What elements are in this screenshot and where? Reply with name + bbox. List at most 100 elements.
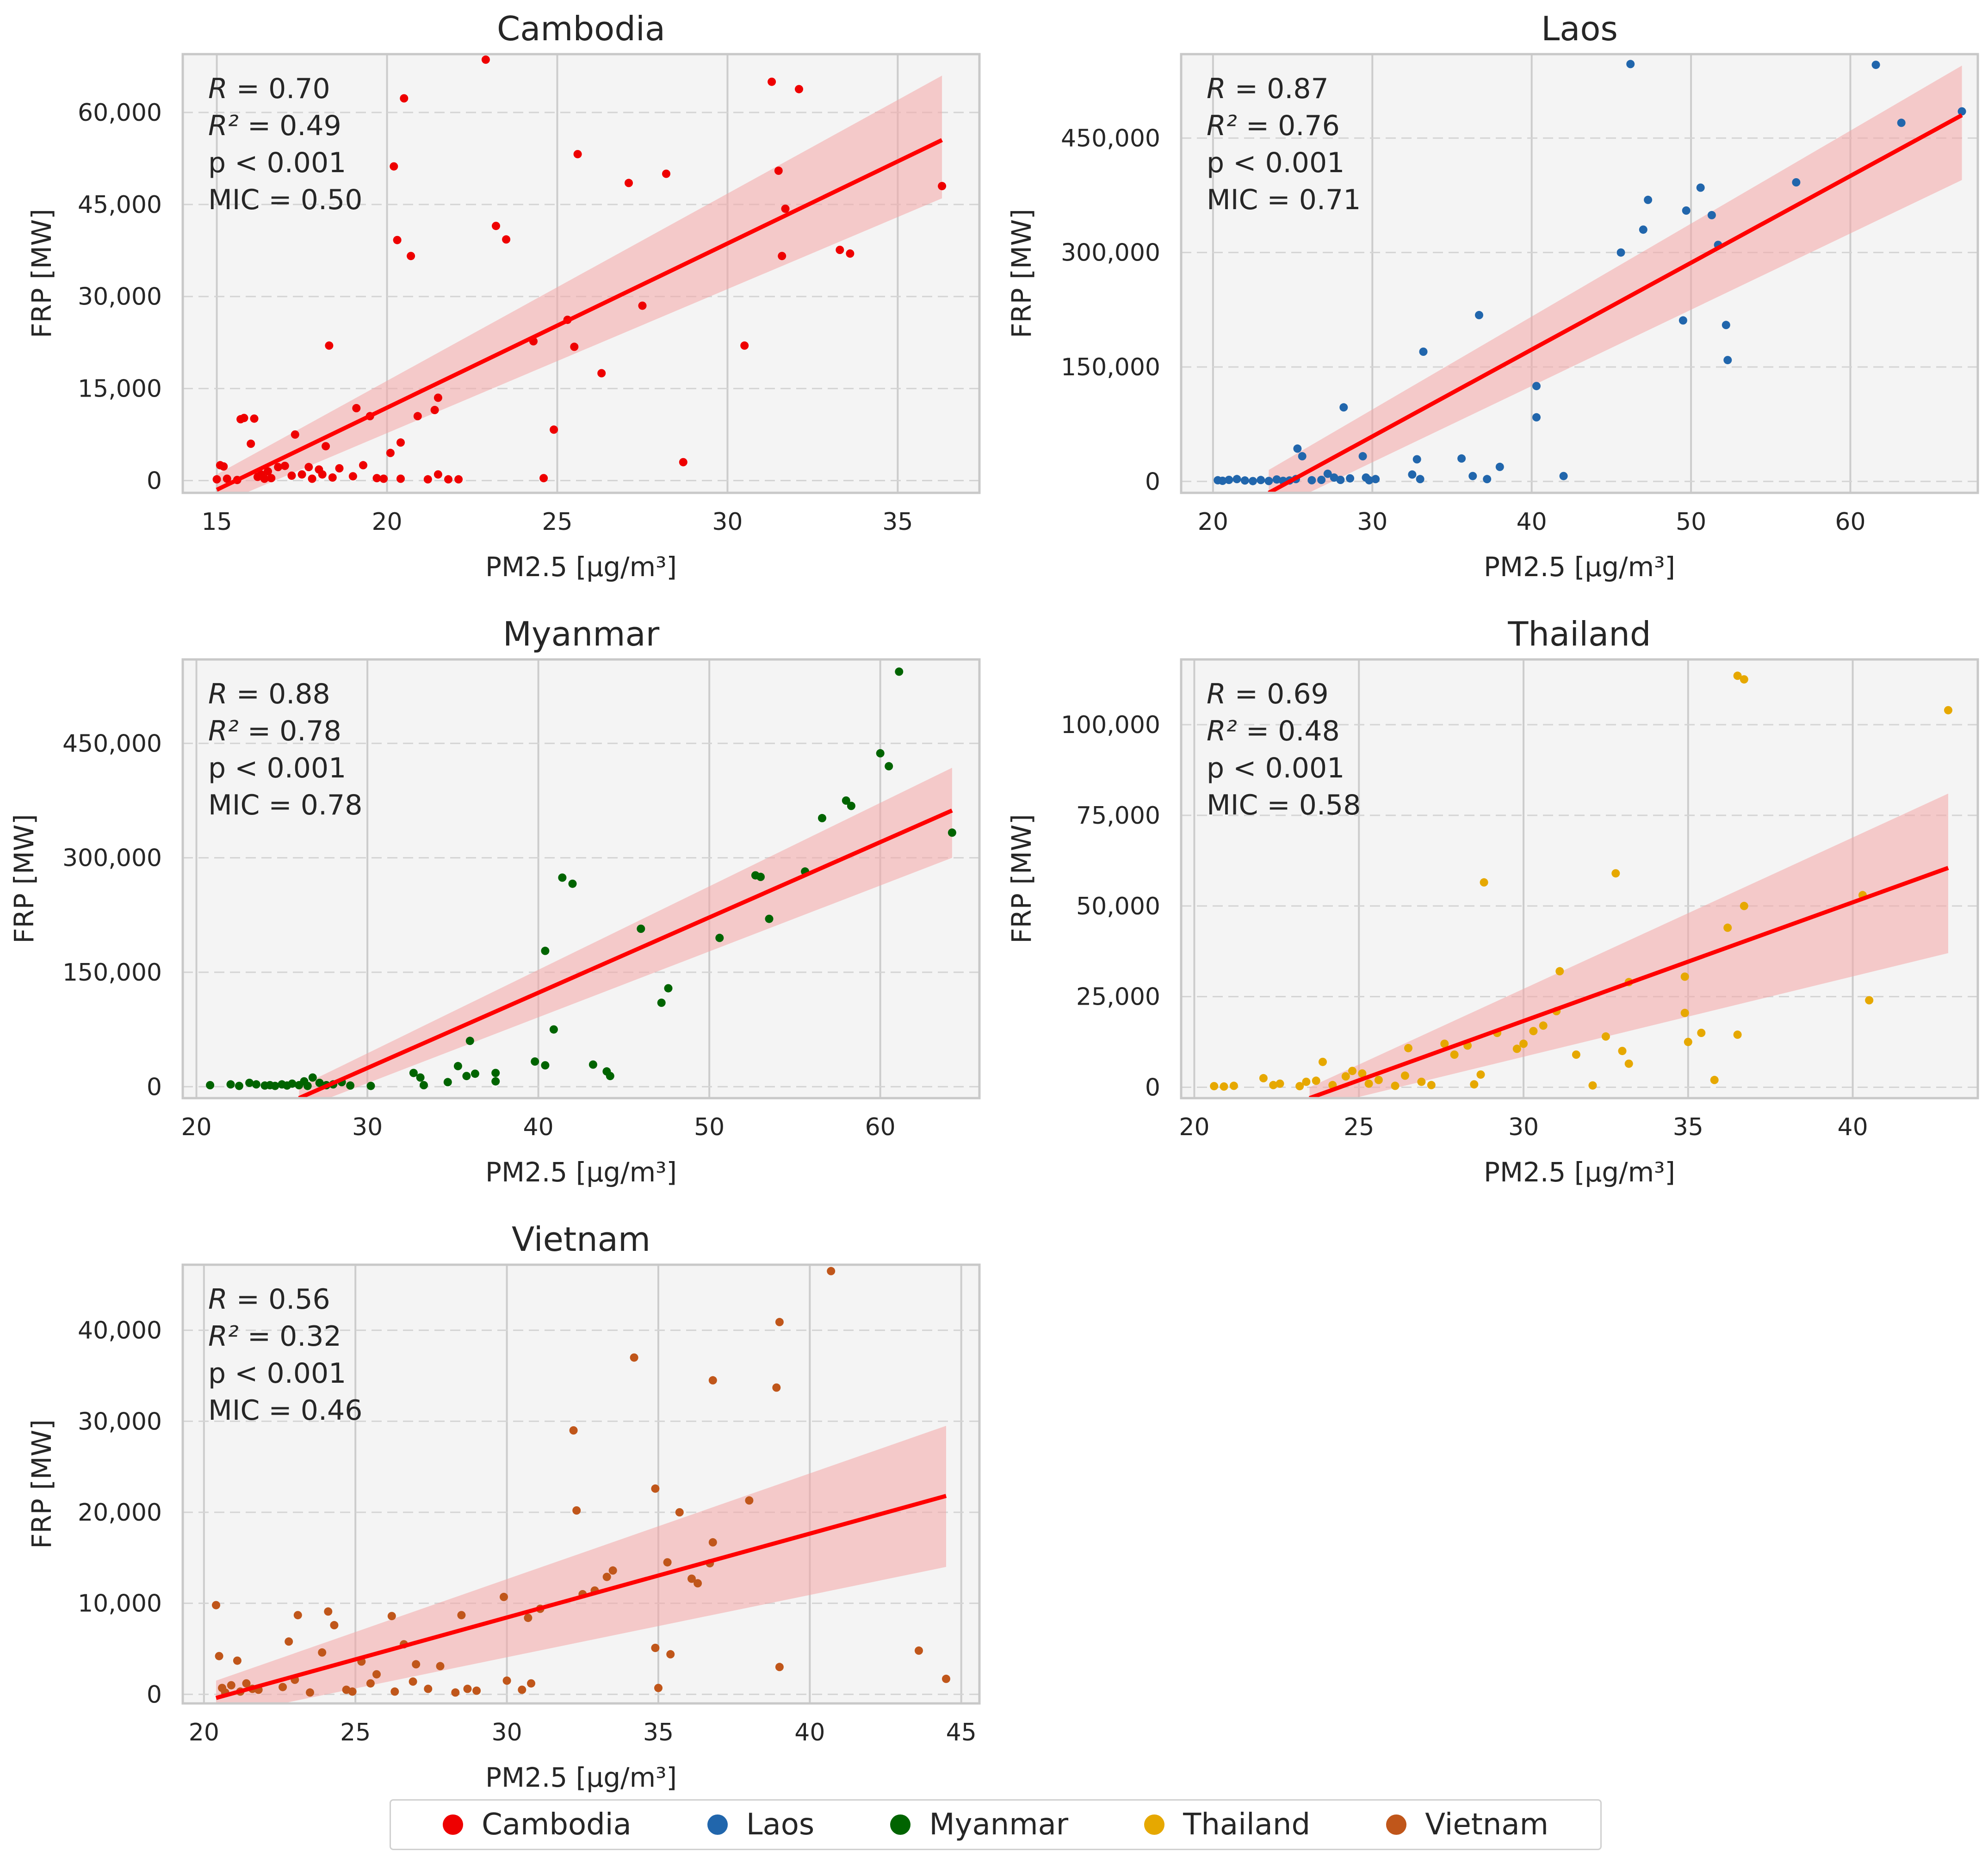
- data-point: [1865, 996, 1874, 1005]
- data-point: [330, 1621, 339, 1629]
- legend-item-myanmar: Myanmar: [890, 1808, 1068, 1842]
- data-point: [1419, 348, 1428, 356]
- y-tick-label: 150,000: [1061, 354, 1160, 381]
- data-point: [1480, 878, 1488, 887]
- data-point: [279, 1683, 287, 1691]
- plot-frame: [1180, 53, 1979, 494]
- y-tick-label: 0: [147, 1073, 162, 1101]
- x-tick-label: 25: [1344, 1113, 1374, 1141]
- data-point: [1295, 1082, 1304, 1091]
- data-point: [1450, 1050, 1459, 1059]
- data-point: [662, 169, 670, 178]
- data-point: [1740, 901, 1748, 910]
- stat-r: R = 0.88: [208, 678, 330, 710]
- y-tick-label: 15,000: [78, 375, 162, 403]
- data-point: [436, 1662, 445, 1671]
- data-point: [1269, 1081, 1278, 1089]
- data-point: [1733, 1030, 1742, 1039]
- data-point: [1358, 452, 1367, 460]
- data-point: [1346, 474, 1355, 483]
- data-point: [1302, 1077, 1311, 1086]
- data-point: [541, 946, 550, 955]
- stat-r: R = 0.70: [208, 73, 330, 105]
- data-point: [1644, 195, 1653, 204]
- data-point: [348, 1687, 357, 1696]
- data-point: [1532, 382, 1541, 391]
- data-point: [416, 1073, 425, 1082]
- data-point: [1323, 469, 1332, 478]
- data-point: [412, 1660, 421, 1669]
- x-tick-label: 25: [542, 508, 572, 536]
- data-point: [1312, 1076, 1320, 1085]
- data-point: [366, 1081, 375, 1090]
- plot-content: [212, 55, 947, 493]
- data-point: [1519, 1039, 1528, 1048]
- y-axis-label: FRP [MW]: [1006, 209, 1037, 338]
- confidence-band: [299, 768, 952, 1098]
- x-axis-label: PM2.5 [μg/m³]: [485, 1762, 677, 1793]
- data-point: [847, 802, 855, 810]
- data-point: [1871, 61, 1880, 69]
- data-point: [836, 246, 844, 254]
- data-point: [335, 464, 344, 472]
- legend-item-cambodia: Cambodia: [443, 1808, 632, 1842]
- stat-r2: R² = 0.78: [208, 715, 341, 747]
- data-point: [1257, 476, 1265, 485]
- data-point: [781, 205, 790, 213]
- data-point: [463, 1684, 472, 1693]
- data-point: [588, 1060, 597, 1069]
- data-point: [352, 404, 361, 412]
- y-tick-label: 60,000: [78, 99, 162, 127]
- data-point: [1733, 671, 1742, 680]
- confidence-band: [1309, 793, 1948, 1098]
- data-point: [306, 1688, 314, 1697]
- data-point: [423, 475, 432, 484]
- legend-marker: [890, 1814, 911, 1835]
- data-point: [206, 1081, 215, 1089]
- data-point: [372, 1670, 381, 1679]
- data-point: [666, 1650, 675, 1659]
- data-point: [1404, 1044, 1412, 1052]
- legend-item-laos: Laos: [707, 1808, 814, 1842]
- data-point: [687, 1574, 696, 1583]
- data-point: [322, 442, 330, 451]
- data-point: [285, 1637, 293, 1646]
- data-point: [602, 1572, 611, 1581]
- subplot-title: Laos: [1541, 9, 1618, 48]
- data-point: [531, 1057, 539, 1066]
- data-point: [492, 222, 500, 230]
- data-point: [430, 406, 439, 414]
- data-point: [568, 879, 577, 888]
- data-point: [291, 430, 299, 439]
- regression-line: [1268, 113, 1963, 493]
- data-point: [280, 461, 289, 470]
- data-point: [1468, 472, 1477, 480]
- data-point: [1532, 413, 1541, 422]
- data-point: [390, 162, 398, 171]
- data-point: [1740, 675, 1748, 684]
- legend-label: Vietnam: [1425, 1808, 1548, 1842]
- data-point: [651, 1484, 660, 1493]
- data-point: [491, 1069, 500, 1077]
- data-point: [328, 473, 337, 482]
- stat-r: R = 0.56: [208, 1283, 330, 1316]
- y-tick-label: 450,000: [62, 730, 162, 758]
- data-point: [472, 1686, 481, 1695]
- x-tick-label: 35: [1673, 1113, 1703, 1141]
- stat-r2: R² = 0.76: [1207, 110, 1340, 142]
- data-point: [765, 914, 774, 923]
- x-tick-label: 35: [643, 1719, 674, 1746]
- y-tick-label: 75,000: [1076, 802, 1160, 830]
- data-point: [1218, 477, 1227, 485]
- data-point: [346, 1081, 355, 1090]
- data-point: [518, 1685, 526, 1694]
- data-point: [938, 182, 947, 191]
- data-point: [539, 474, 548, 483]
- data-point: [549, 1025, 558, 1034]
- data-point: [271, 1081, 279, 1090]
- data-point: [876, 749, 885, 758]
- data-point: [1684, 1038, 1692, 1046]
- data-point: [481, 55, 490, 64]
- stat-p: p < 0.001: [208, 1357, 346, 1390]
- data-point: [558, 873, 567, 882]
